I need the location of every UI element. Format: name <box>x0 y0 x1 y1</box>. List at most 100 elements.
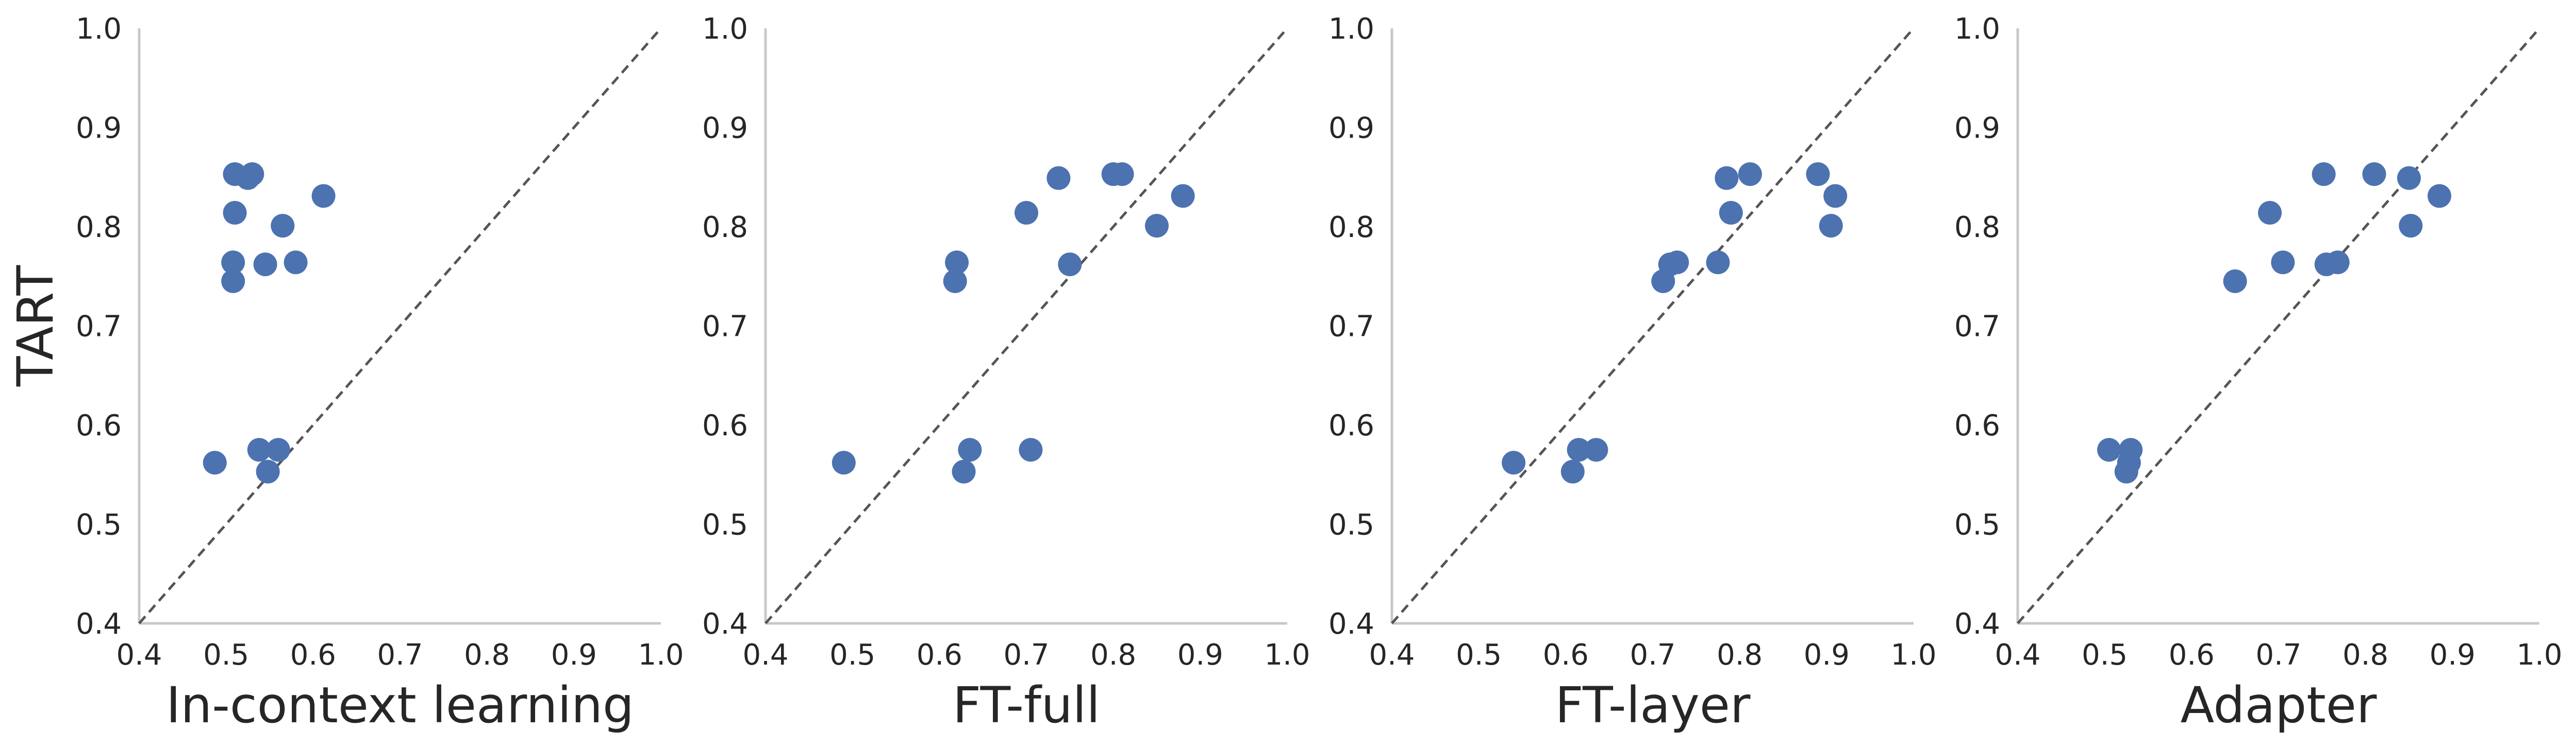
data-point <box>958 438 982 462</box>
subplot-3: 0.4 0.5 0.6 0.7 0.8 0.9 1.0 0.4 0.5 0.6 0.7 0.8 0.9 1… <box>1328 12 1937 734</box>
y-tick-label: 0.6 <box>76 409 122 443</box>
data-point <box>1719 201 1743 225</box>
x-tick-label: 0.8 <box>1717 638 1763 672</box>
data-point <box>2097 438 2121 462</box>
data-point <box>1502 451 1526 475</box>
data-point <box>1584 438 1608 462</box>
y-tick-label: 0.6 <box>1954 409 2000 443</box>
x-tick-label: 0.8 <box>464 638 510 672</box>
y-tick-label: 0.4 <box>1328 607 1374 641</box>
data-point <box>832 451 856 475</box>
x-tick-label: 0.5 <box>1456 638 1502 672</box>
x-tick-label: 0.6 <box>1543 638 1589 672</box>
data-point <box>256 460 280 484</box>
x-tick-label: 0.7 <box>2255 638 2301 672</box>
diagonal-reference-line <box>1391 27 1915 624</box>
x-tick-label: 0.7 <box>1630 638 1675 672</box>
x-axis-title: Adapter <box>2181 676 2377 734</box>
data-point <box>2325 250 2350 275</box>
x-axis-title: In-context learning <box>166 676 634 734</box>
data-point <box>1823 184 1848 208</box>
data-point <box>221 250 245 275</box>
data-point <box>1665 250 1689 275</box>
x-tick-label: 0.6 <box>917 638 962 672</box>
data-point <box>1145 214 1169 238</box>
data-point <box>311 184 336 208</box>
data-point <box>266 438 290 462</box>
y-tick-label: 0.6 <box>702 409 748 443</box>
y-tick-label: 0.9 <box>1954 112 2000 145</box>
data-point <box>2428 184 2452 208</box>
x-tick-label: 1.0 <box>1264 638 1310 672</box>
x-axis-title: FT-layer <box>1555 676 1751 734</box>
x-tick-label: 0.8 <box>2342 638 2388 672</box>
x-tick-label: 0.4 <box>116 638 162 672</box>
data-point <box>236 166 260 190</box>
data-point <box>1058 252 1082 277</box>
x-tick-label: 0.5 <box>203 638 249 672</box>
y-tick-label: 1.0 <box>1328 12 1374 46</box>
subplot-1: 0.4 0.5 0.6 0.7 0.8 0.9 1.0 0.4 0.5 0.6 0.7 0.8 0.9 1… <box>7 12 684 734</box>
subplots: 0.4 0.5 0.6 0.7 0.8 0.9 1.0 0.4 0.5 0.6 0.7 0.8 0.9 1… <box>7 12 2563 734</box>
y-tick-label: 0.8 <box>1954 211 2000 244</box>
data-point <box>271 214 295 238</box>
x-tick-label: 0.9 <box>1804 638 1850 672</box>
data-point <box>1171 184 1195 208</box>
x-tick-label: 1.0 <box>638 638 684 672</box>
y-tick-label: 0.4 <box>1954 607 2000 641</box>
y-tick-label: 0.8 <box>1328 211 1374 244</box>
data-point <box>952 460 976 484</box>
y-tick-label: 0.7 <box>702 310 748 344</box>
data-point <box>943 269 967 293</box>
data-point <box>2312 162 2336 186</box>
y-tick-label: 0.7 <box>1328 310 1374 344</box>
y-tick-label: 0.9 <box>702 112 748 145</box>
y-tick-label: 0.6 <box>1328 409 1374 443</box>
subplot-4: 0.4 0.5 0.6 0.7 0.8 0.9 1.0 0.4 0.5 0.6 0.7 0.8 0.9 1… <box>1954 12 2563 734</box>
y-tick-label: 0.5 <box>1954 508 2000 542</box>
x-tick-label: 0.8 <box>1090 638 1136 672</box>
data-point <box>1015 201 1038 225</box>
data-point <box>1738 162 1762 186</box>
x-tick-label: 0.6 <box>290 638 336 672</box>
data-point <box>1706 250 1730 275</box>
data-point <box>2397 166 2421 190</box>
x-tick-label: 0.7 <box>1003 638 1049 672</box>
data-point <box>2362 162 2386 186</box>
y-tick-label: 0.5 <box>1328 508 1374 542</box>
x-tick-label: 0.9 <box>551 638 597 672</box>
y-tick-label: 0.8 <box>76 211 122 244</box>
y-tick-label: 0.7 <box>76 310 122 344</box>
subplot-2: 0.4 0.5 0.6 0.7 0.8 0.9 1.0 0.4 0.5 0.6 0.7 0.8 0.9 1… <box>702 12 1310 734</box>
data-point <box>2399 214 2423 238</box>
diagonal-reference-line <box>138 27 662 624</box>
x-tick-label: 0.4 <box>1995 638 2040 672</box>
y-tick-label: 0.4 <box>702 607 748 641</box>
data-point <box>221 269 245 293</box>
data-point <box>1019 438 1043 462</box>
x-tick-label: 0.9 <box>1177 638 1223 672</box>
data-point <box>1819 214 1843 238</box>
data-point <box>253 252 277 277</box>
x-tick-label: 1.0 <box>1890 638 1936 672</box>
y-tick-label: 0.9 <box>76 112 122 145</box>
data-point <box>1715 166 1739 190</box>
data-point <box>945 250 969 275</box>
y-tick-label: 0.5 <box>702 508 748 542</box>
data-point <box>247 438 271 462</box>
diagonal-reference-line <box>2017 27 2540 624</box>
x-tick-label: 0.4 <box>742 638 788 672</box>
y-tick-label: 1.0 <box>76 12 122 46</box>
y-axis-title: TART <box>7 265 64 387</box>
y-tick-label: 0.7 <box>1954 310 2000 344</box>
data-point <box>2114 460 2138 484</box>
data-point <box>223 201 247 225</box>
data-point <box>2271 250 2295 275</box>
x-tick-label: 0.4 <box>1369 638 1415 672</box>
x-axis-title: FT-full <box>953 676 1100 734</box>
diagonal-reference-line <box>765 27 1288 624</box>
y-tick-label: 0.5 <box>76 508 122 542</box>
x-tick-label: 0.5 <box>2082 638 2128 672</box>
